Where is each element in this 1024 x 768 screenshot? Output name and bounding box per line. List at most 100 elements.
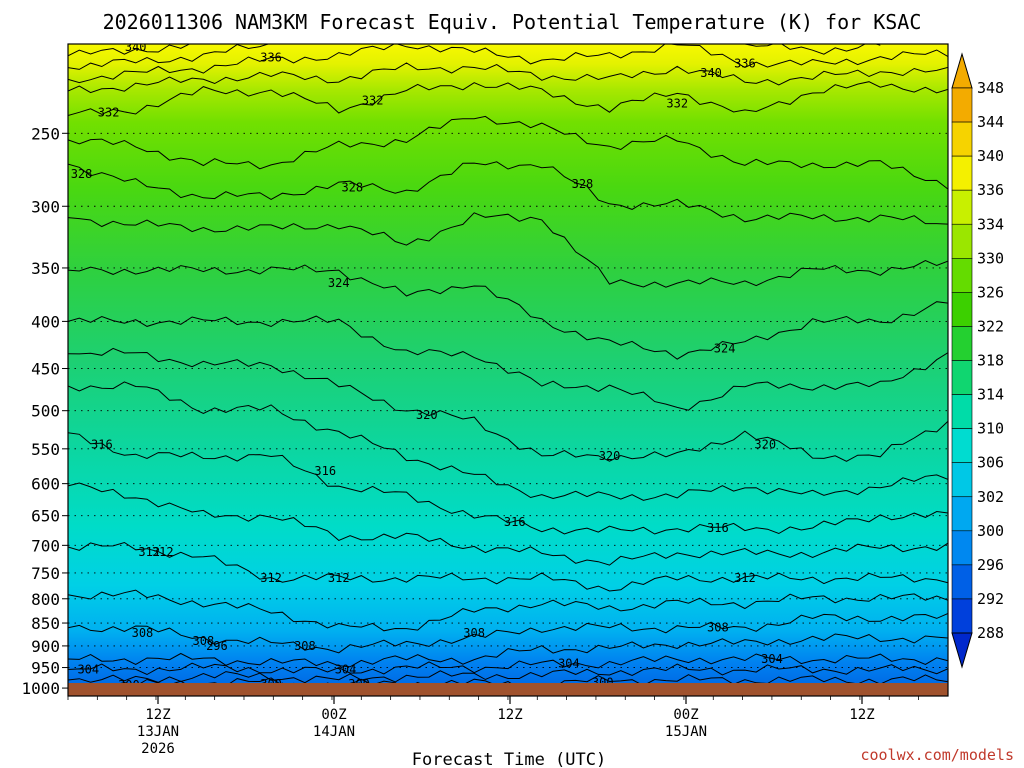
contour-line-326 [68,212,948,288]
contour-label: 312 [152,545,174,559]
contour-label: 324 [328,276,350,290]
contour-label-text: 316 [504,515,526,529]
contour-label-text: 312 [734,571,756,585]
colorbar-swatch [951,155,973,191]
colorbar-label: 330 [977,249,1004,267]
y-tick-label: 250 [31,124,60,143]
x-tick-label: 14JAN [313,724,355,740]
contour-label-text: 308 [193,634,215,648]
colorbar-swatch [951,223,973,259]
y-tick-label: 800 [31,590,60,609]
colorbar-swatch [951,121,973,157]
colorbar-swatch [951,189,973,225]
contour-label-text: 316 [91,437,113,451]
contour-label-text: 320 [599,449,621,463]
contour-label: 312 [138,545,160,559]
y-tick-label: 750 [31,564,60,583]
colorbar-swatch [951,564,973,600]
contour-label-text: 312 [152,545,174,559]
y-tick-label: 400 [31,312,60,331]
colorbar-bottom-arrow [951,632,973,669]
contour-label: 308 [132,626,154,640]
contour-label-text: 304 [558,657,580,671]
credit-text: coolwx.com/models [860,746,1014,764]
contour-label-text: 328 [71,167,93,181]
y-tick-label: 950 [31,659,60,678]
contour-label-text: 304 [335,663,357,677]
colorbar-swatch [951,530,973,566]
contour-label-text: 336 [260,51,282,65]
contour-label: 296 [206,639,228,653]
colorbar-label: 302 [977,488,1004,506]
contour-label: 324 [714,341,736,355]
y-tick-label: 450 [31,360,60,379]
contour-line-304 [68,653,948,676]
contour-label-text: 312 [328,571,350,585]
colorbar-label: 296 [977,556,1004,574]
contour-line-336 [68,44,948,84]
contour-line-314 [68,482,948,566]
contour-label-text: 296 [206,639,228,653]
terrain-surface [68,683,948,696]
colorbar-swatch [951,496,973,532]
contour-label: 336 [260,51,282,65]
y-tick-label: 1000 [21,679,60,698]
contour-label: 316 [91,437,113,451]
contour-label-text: 332 [666,96,688,110]
contour-label: 312 [260,571,282,585]
contour-lines [68,44,948,696]
contour-label-text: 312 [138,545,160,559]
colorbar-top-arrow [951,52,973,89]
contour-label: 332 [98,105,120,119]
contour-label: 316 [707,521,729,535]
y-tick-label: 650 [31,507,60,526]
contour-line-328 [68,161,948,225]
contour-label-text: 308 [707,621,729,635]
x-tick-label: 12Z [497,707,522,723]
contour-label-text: 324 [328,276,350,290]
contour-label-text: 332 [362,93,384,107]
contour-label: 340 [125,40,147,54]
contour-label-text: 316 [314,464,336,478]
colorbar-label: 336 [977,181,1004,199]
contour-label-text: 324 [714,341,736,355]
contour-label-text: 340 [125,40,147,54]
y-axis: 250 300 350 400 450 500 550 600 650 700 750 800 850 9… [21,124,68,698]
colorbar-label: 300 [977,522,1004,540]
x-tick-label: 12Z [145,707,170,723]
contour-line-338 [744,44,881,55]
colorbar-label: 326 [977,283,1004,301]
contour-label: 316 [314,464,336,478]
contour-line-316 [68,432,948,535]
colorbar-label: 348 [977,79,1004,97]
x-tick-label: 00Z [321,707,346,723]
y-tick-label: 350 [31,259,60,278]
y-tick-label: 850 [31,614,60,633]
contour-label: 328 [341,181,363,195]
contour-label-text: 320 [754,437,776,451]
contour-label-text: 336 [734,57,756,71]
contour-label: 320 [754,437,776,451]
x-tick-label: 15JAN [665,724,707,740]
colorbar-swatch [951,598,973,634]
y-tick-label: 550 [31,440,60,459]
contour-line-330 [68,115,948,190]
contour-label: 308 [294,639,316,653]
colorbar-label: 322 [977,317,1004,335]
contour-label: 308 [463,626,485,640]
contour-label-text: 304 [77,663,99,677]
contour-label: 332 [666,96,688,110]
contour-label: 340 [700,66,722,80]
y-tick-label: 300 [31,197,60,216]
contour-label-text: 312 [260,571,282,585]
colorbar: 348 344 340 336 334 330 326 322 318 314 310 306 302 3… [951,52,1004,669]
x-tick-label: 2026 [141,741,175,757]
colorbar-label: 310 [977,420,1004,438]
contour-line-324 [68,264,948,360]
contour-line-306 [68,633,948,668]
contour-line-312 [68,541,948,592]
colorbar-swatch [951,428,973,463]
contour-label-text: 328 [341,181,363,195]
contour-line-322 [68,315,948,411]
contour-label-text: 340 [700,66,722,80]
